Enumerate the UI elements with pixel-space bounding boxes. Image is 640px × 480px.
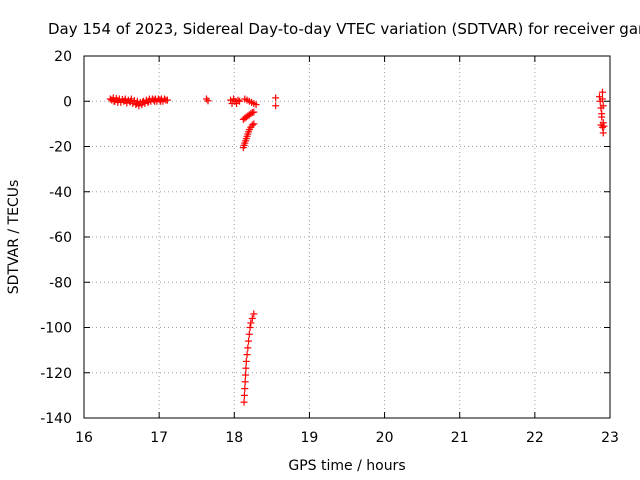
data-point: [599, 129, 607, 137]
data-point: [145, 97, 153, 105]
x-tick-label: 22: [526, 430, 544, 446]
data-point: [109, 94, 117, 102]
data-point: [241, 385, 249, 393]
data-point: [240, 391, 248, 399]
data-point: [250, 120, 258, 128]
data-point: [132, 101, 140, 109]
data-point: [163, 96, 171, 104]
data-point: [234, 96, 242, 104]
data-point: [247, 110, 255, 118]
data-point: [156, 96, 164, 104]
data-point: [240, 398, 248, 406]
data-point: [139, 98, 147, 106]
data-point: [121, 97, 129, 105]
data-point: [150, 96, 158, 104]
data-point: [598, 113, 606, 121]
data-point: [133, 100, 141, 108]
y-axis-label: SDTVAR / TECUs: [6, 180, 22, 295]
x-tick-label: 17: [150, 430, 168, 446]
data-point: [248, 314, 256, 322]
data-point: [242, 371, 250, 379]
data-point: [248, 121, 256, 129]
axis-ticks: 16 17 18 19 20 21 22 23 20 0 -20 -40 -60 -80 -100 -120 -…: [40, 49, 619, 446]
data-point: [252, 101, 260, 109]
x-tick-label: 23: [601, 430, 619, 446]
data-point: [236, 97, 244, 105]
y-tick-label: -40: [49, 185, 72, 201]
data-point: [250, 310, 258, 318]
x-tick-label: 20: [376, 430, 394, 446]
data-point: [160, 95, 168, 103]
data-markers: [106, 88, 608, 406]
x-tick-label: 19: [301, 430, 319, 446]
data-point: [245, 337, 253, 345]
x-axis-label: GPS time / hours: [288, 458, 405, 474]
chart-title: Day 154 of 2023, Sidereal Day-to-day VTE…: [48, 20, 640, 38]
data-point: [126, 98, 134, 106]
data-point: [157, 97, 165, 105]
data-point: [204, 97, 212, 105]
x-tick-label: 18: [225, 430, 243, 446]
y-tick-label: -120: [40, 366, 72, 382]
data-point: [106, 95, 114, 103]
data-point: [114, 98, 122, 106]
x-tick-label: 16: [75, 430, 93, 446]
data-point: [110, 97, 118, 105]
data-point: [245, 330, 253, 338]
data-point: [241, 378, 249, 386]
plot-frame: [83, 55, 611, 419]
data-point: [600, 122, 608, 130]
grid-lines: [84, 56, 610, 418]
data-point: [250, 108, 258, 116]
data-point: [244, 344, 252, 352]
y-tick-label: 0: [63, 94, 72, 110]
data-point: [599, 119, 607, 127]
y-tick-label: -80: [49, 275, 72, 291]
data-point: [272, 94, 280, 102]
data-point: [243, 351, 251, 359]
y-tick-label: -100: [40, 321, 72, 337]
data-point: [242, 357, 250, 365]
data-point: [242, 364, 250, 372]
y-tick-label: -60: [49, 230, 72, 246]
data-point: [598, 123, 606, 131]
y-tick-label: -140: [40, 411, 72, 427]
y-tick-label: 20: [54, 49, 72, 65]
data-point: [247, 319, 255, 327]
data-point: [599, 102, 607, 110]
y-tick-label: -20: [49, 140, 72, 156]
data-point: [227, 96, 235, 104]
data-point: [151, 97, 159, 105]
data-point: [246, 324, 254, 331]
x-tick-label: 21: [451, 430, 469, 446]
data-point: [598, 88, 606, 96]
data-point: [127, 97, 135, 105]
data-point: [272, 102, 280, 110]
data-point: [598, 95, 606, 103]
